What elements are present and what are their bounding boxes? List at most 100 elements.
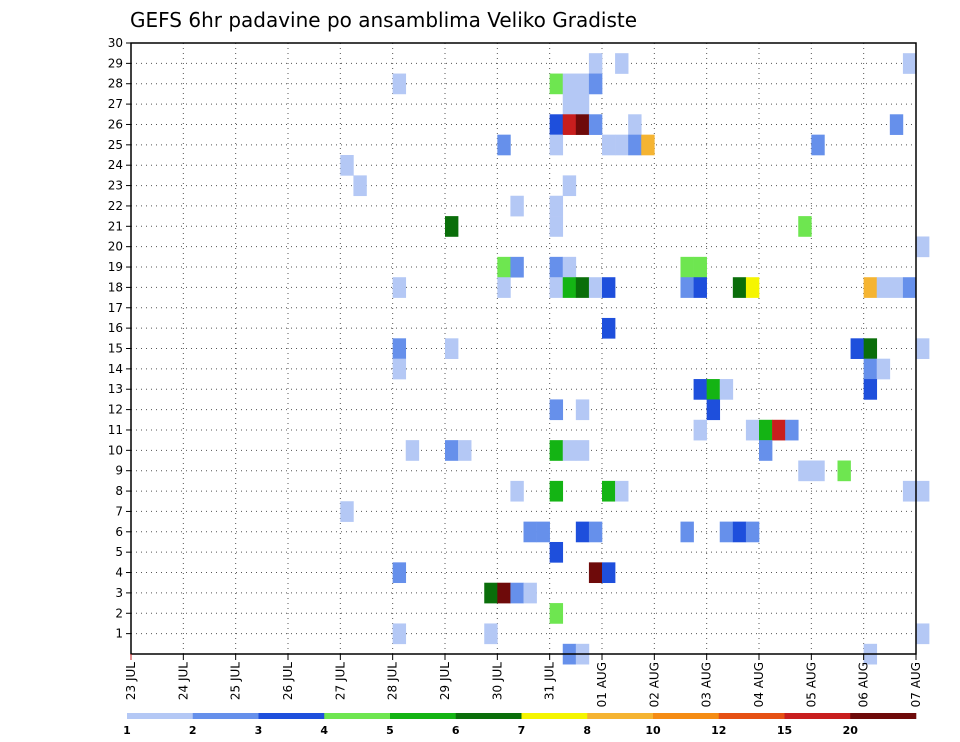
y-tick-label: 22 bbox=[108, 199, 123, 213]
precip-cell bbox=[719, 521, 734, 543]
precip-cell bbox=[445, 216, 459, 237]
precip-cell bbox=[772, 419, 786, 441]
y-tick-label: 30 bbox=[108, 36, 123, 50]
y-tick-label: 8 bbox=[115, 484, 123, 498]
legend-swatch bbox=[390, 713, 457, 719]
precip-cell bbox=[811, 134, 825, 156]
y-tick-label: 21 bbox=[108, 219, 123, 233]
y-axis: 1234567891011121314151617181920212223242… bbox=[108, 36, 131, 641]
precip-cell bbox=[549, 73, 564, 95]
precip-cell bbox=[745, 521, 760, 543]
y-tick-label: 1 bbox=[115, 627, 123, 641]
legend-label: 15 bbox=[777, 724, 792, 737]
legend-swatch bbox=[258, 713, 325, 719]
precip-cell bbox=[549, 216, 564, 237]
precip-cell bbox=[445, 440, 459, 461]
precip-cell bbox=[510, 480, 524, 502]
y-tick-label: 9 bbox=[115, 464, 123, 478]
legend-swatch bbox=[455, 713, 522, 719]
x-tick-label: 24 JUL bbox=[176, 662, 190, 700]
precip-cell bbox=[458, 440, 472, 461]
y-tick-label: 19 bbox=[108, 260, 123, 274]
precip-cell bbox=[863, 277, 878, 298]
x-tick-label: 06 AUG bbox=[857, 662, 871, 707]
precip-cell bbox=[588, 562, 603, 584]
y-tick-label: 23 bbox=[108, 179, 123, 193]
precip-cell bbox=[549, 114, 564, 135]
precip-cell bbox=[876, 358, 891, 380]
legend-label: 2 bbox=[189, 724, 197, 737]
x-tick-label: 29 JUL bbox=[438, 662, 452, 700]
precip-cell bbox=[392, 623, 407, 645]
precip-cell bbox=[392, 277, 407, 298]
y-tick-label: 18 bbox=[108, 280, 123, 294]
x-tick-label: 27 JUL bbox=[333, 662, 347, 700]
legend-label: 12 bbox=[711, 724, 726, 737]
precip-cell bbox=[916, 480, 930, 502]
precip-cell bbox=[445, 338, 459, 359]
y-tick-label: 16 bbox=[108, 321, 123, 335]
precip-cell bbox=[497, 256, 511, 278]
precip-cell bbox=[405, 440, 420, 461]
precip-cell bbox=[575, 521, 590, 543]
precip-cell bbox=[575, 440, 590, 461]
precip-cell bbox=[510, 256, 524, 278]
precip-cell bbox=[863, 379, 878, 400]
precip-cell bbox=[693, 256, 707, 278]
y-tick-label: 14 bbox=[108, 362, 123, 376]
precip-cell bbox=[785, 419, 799, 441]
precip-cell bbox=[798, 460, 812, 482]
precip-cell bbox=[588, 73, 603, 95]
y-tick-label: 15 bbox=[108, 342, 123, 356]
heatmap-cells bbox=[340, 53, 930, 665]
precip-cell bbox=[549, 603, 564, 624]
precip-cell bbox=[615, 480, 629, 502]
precip-cell bbox=[510, 195, 524, 217]
precip-cell bbox=[693, 277, 707, 298]
x-tick-label: 01 AUG bbox=[595, 662, 609, 707]
precip-cell bbox=[706, 399, 721, 421]
precip-cell bbox=[340, 155, 354, 176]
precip-cell bbox=[562, 440, 577, 461]
precip-cell bbox=[602, 562, 616, 584]
precip-cell bbox=[392, 73, 407, 95]
legend-swatch bbox=[521, 713, 588, 719]
precip-cell bbox=[863, 358, 878, 380]
precip-cell bbox=[549, 195, 564, 217]
precip-cell bbox=[340, 501, 354, 522]
precip-cell bbox=[392, 562, 407, 584]
y-tick-label: 12 bbox=[108, 403, 123, 417]
precip-cell bbox=[889, 277, 904, 298]
precip-cell bbox=[575, 399, 590, 421]
precip-cell bbox=[588, 277, 603, 298]
precip-cell bbox=[876, 277, 891, 298]
precip-cell bbox=[759, 440, 773, 461]
plot-frame bbox=[130, 42, 917, 655]
legend-swatch bbox=[587, 713, 654, 719]
precip-cell bbox=[680, 277, 694, 298]
precip-cell bbox=[811, 460, 825, 482]
x-tick-label: 03 AUG bbox=[700, 662, 714, 707]
precip-cell bbox=[575, 277, 590, 298]
y-tick-label: 7 bbox=[115, 504, 123, 518]
precip-cell bbox=[693, 419, 707, 441]
x-tick-label: 31 JUL bbox=[543, 662, 557, 700]
precip-cell bbox=[562, 114, 577, 135]
precip-cell bbox=[745, 419, 760, 441]
precip-cell bbox=[549, 277, 564, 298]
y-tick-label: 2 bbox=[115, 606, 123, 620]
precip-cell bbox=[549, 256, 564, 278]
grid-lines bbox=[130, 42, 917, 654]
precip-cell bbox=[602, 317, 616, 339]
precip-cell bbox=[536, 521, 550, 543]
precip-cell bbox=[680, 521, 694, 543]
x-tick-label: 07 AUG bbox=[909, 662, 923, 707]
precip-cell bbox=[641, 134, 655, 156]
y-tick-label: 13 bbox=[108, 382, 123, 396]
precip-cell bbox=[549, 480, 564, 502]
y-tick-label: 25 bbox=[108, 138, 123, 152]
x-tick-label: 05 AUG bbox=[804, 662, 818, 707]
precip-cell bbox=[497, 582, 511, 604]
precip-cell bbox=[562, 256, 577, 278]
y-tick-label: 3 bbox=[115, 586, 123, 600]
